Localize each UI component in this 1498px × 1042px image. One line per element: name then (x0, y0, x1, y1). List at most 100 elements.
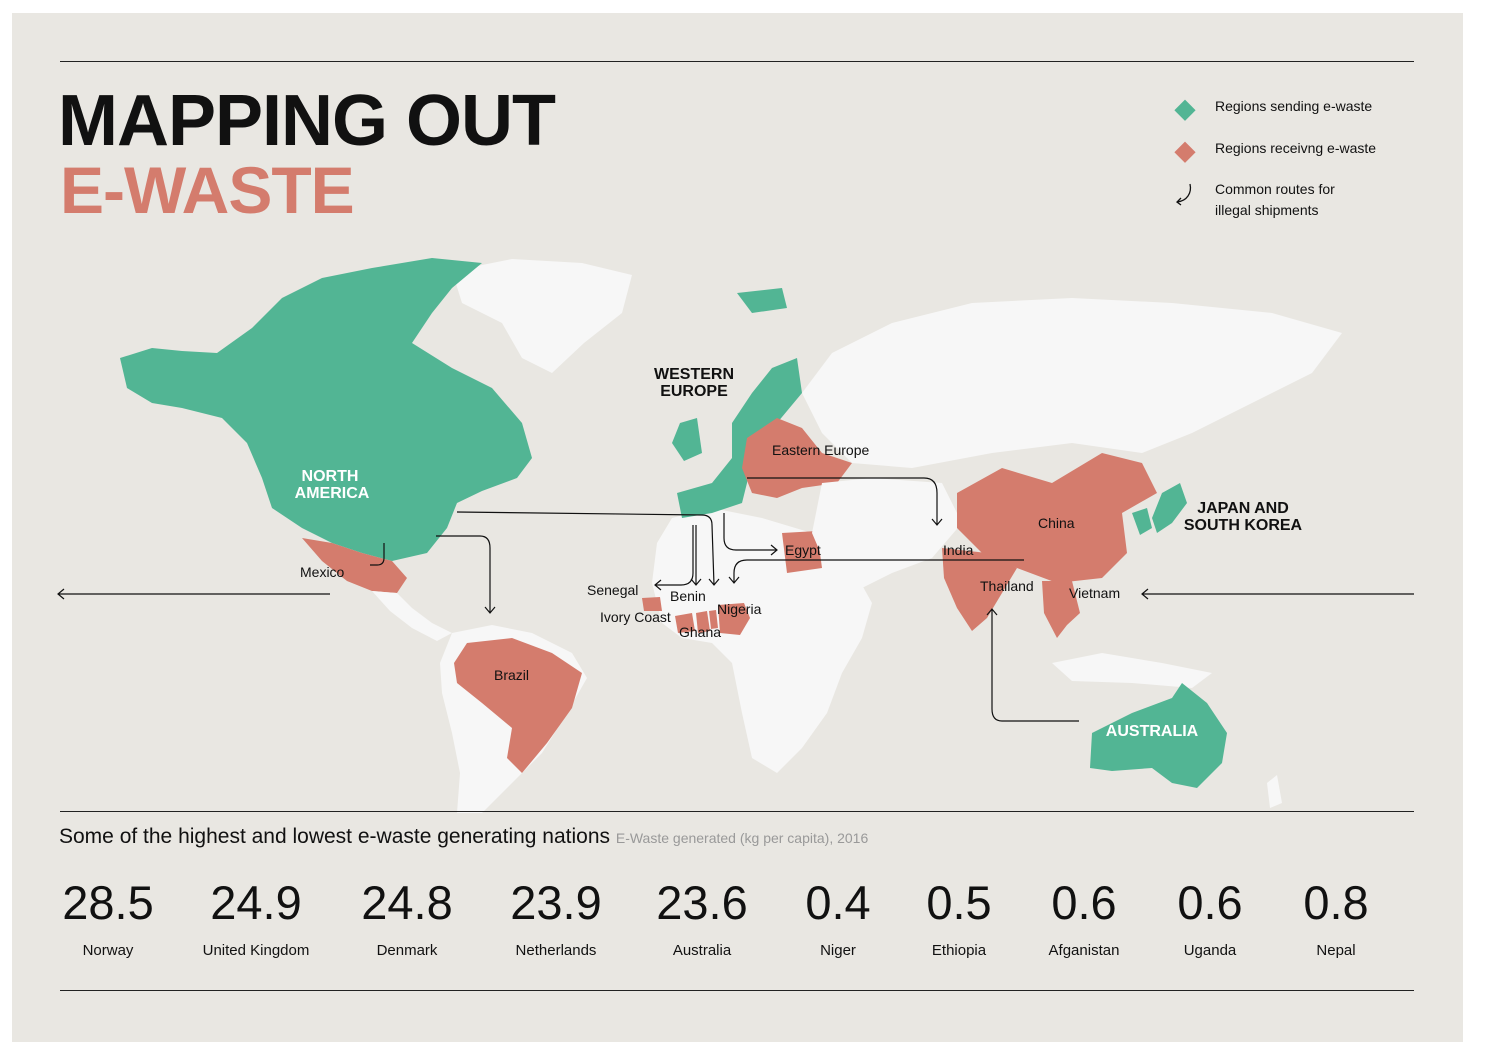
indonesia (1052, 653, 1212, 688)
title-line-1: MAPPING OUT (58, 81, 556, 161)
label-australia: AUSTRALIA (1106, 723, 1199, 740)
stat-country: Netherlands (515, 942, 597, 959)
stat-item: 23.9 Netherlands (481, 879, 631, 959)
stat-item: 0.4 Niger (763, 879, 913, 959)
label-thailand: Thailand (980, 578, 1034, 594)
stat-country: United Kingdom (202, 942, 310, 959)
label-north-america-2: AMERICA (295, 485, 370, 502)
label-ghana: Ghana (679, 624, 721, 640)
legend-label-routes: Common routes for illegal shipments (1215, 181, 1335, 218)
top-rule (60, 61, 1414, 62)
infographic-page: MAPPING OUT E-WASTE Regions sending e-wa… (12, 13, 1463, 1042)
bottom-rule (60, 990, 1414, 991)
label-western-europe-2: EUROPE (660, 383, 728, 400)
arrow-head-icon (654, 579, 662, 591)
stat-country: Australia (672, 942, 732, 959)
region-brazil (454, 638, 582, 773)
label-benin: Benin (670, 588, 706, 604)
label-brazil: Brazil (494, 667, 529, 683)
region-ghana (696, 611, 710, 633)
label-mexico: Mexico (300, 564, 345, 580)
arrow-head-icon (728, 576, 740, 584)
stat-value: 0.8 (1303, 876, 1369, 929)
stat-item: 0.5 Ethiopia (884, 879, 1034, 959)
region-ivory-coast (675, 613, 695, 633)
stat-value: 24.9 (210, 876, 302, 929)
route-eu-egypt (723, 513, 777, 551)
region-mexico (302, 538, 407, 593)
route-eu-senegal (655, 525, 694, 586)
stat-value: 0.6 (1177, 876, 1243, 929)
stat-country: Niger (820, 942, 856, 959)
label-nigeria: Nigeria (717, 601, 762, 617)
route-na-mexico (370, 543, 385, 566)
label-western-europe-1: WESTERN (654, 366, 734, 383)
iceland (737, 288, 787, 313)
route-eu-asia (747, 477, 938, 525)
label-ivory-coast: Ivory Coast (600, 609, 671, 625)
label-india: India (943, 542, 974, 558)
stat-country: Norway (82, 942, 134, 959)
legend-label-sending: Regions sending e-waste (1215, 98, 1373, 114)
russia (802, 298, 1342, 468)
new-zealand (1267, 775, 1282, 808)
uk-ireland (672, 418, 702, 461)
stat-value: 28.5 (62, 876, 154, 929)
stat-value: 23.9 (510, 876, 602, 929)
region-china (957, 453, 1157, 583)
region-senegal (642, 597, 662, 611)
route-na-africa (456, 511, 715, 586)
arrow-head-icon (1141, 588, 1149, 600)
region-benin (709, 610, 718, 629)
africa (652, 508, 872, 773)
label-egypt: Egypt (785, 542, 821, 558)
route-na-brazil (436, 535, 491, 613)
arrow-head-icon (57, 588, 65, 600)
stat-value: 0.5 (926, 876, 992, 929)
legend-label-receiving: Regions receivng e-waste (1215, 140, 1377, 156)
central-america (372, 591, 452, 641)
arrow-head-icon (931, 518, 943, 526)
route-asia-africa (733, 559, 1024, 583)
region-egypt (782, 531, 822, 573)
label-north-america-1: NORTH (302, 468, 359, 485)
region-australia (1090, 683, 1227, 788)
middle-east (812, 478, 962, 593)
stat-item: 24.8 Denmark (332, 879, 482, 959)
stat-country: Nepal (1316, 942, 1356, 959)
label-eastern-europe: Eastern Europe (772, 442, 869, 458)
stat-value: 0.4 (805, 876, 871, 929)
stat-item: 0.8 Nepal (1261, 879, 1411, 959)
stat-item: 0.6 Uganda (1135, 879, 1285, 959)
stats-top-rule (60, 811, 1414, 812)
stat-country: Ethiopia (931, 942, 987, 959)
region-nigeria (718, 603, 750, 635)
stat-item: 23.6 Australia (627, 879, 777, 959)
label-vietnam: Vietnam (1069, 585, 1120, 601)
curved-arrow-icon (1176, 183, 1192, 206)
stat-country: Afganistan (1048, 942, 1120, 959)
label-senegal: Senegal (587, 582, 638, 598)
region-india (942, 548, 1017, 631)
title-line-2: E-WASTE (60, 153, 355, 227)
diamond-green-icon (1174, 99, 1196, 121)
stats-heading-text: Some of the highest and lowest e-waste g… (59, 825, 611, 848)
arrow-head-icon (690, 578, 702, 586)
stat-country: Uganda (1183, 942, 1237, 959)
label-japan-1: JAPAN AND (1197, 500, 1289, 517)
stat-value: 24.8 (361, 876, 453, 929)
label-japan-2: SOUTH KOREA (1184, 517, 1303, 534)
arrow-head-icon (484, 606, 496, 614)
stat-item: 24.9 United Kingdom (181, 879, 331, 959)
greenland (452, 259, 632, 373)
shipment-routes (57, 477, 1414, 722)
arrow-head-icon (708, 578, 720, 586)
region-thailand-vietnam (1042, 581, 1080, 638)
region-western-europe (677, 358, 802, 518)
stat-item: 0.6 Afganistan (1009, 879, 1159, 959)
label-china: China (1038, 515, 1075, 531)
world-map: NORTH AMERICA WESTERN EUROPE JAPAN AND S… (57, 258, 1414, 813)
arrow-head-icon (770, 544, 778, 556)
stat-value: 0.6 (1051, 876, 1117, 929)
stat-item: 28.5 Norway (33, 879, 183, 959)
